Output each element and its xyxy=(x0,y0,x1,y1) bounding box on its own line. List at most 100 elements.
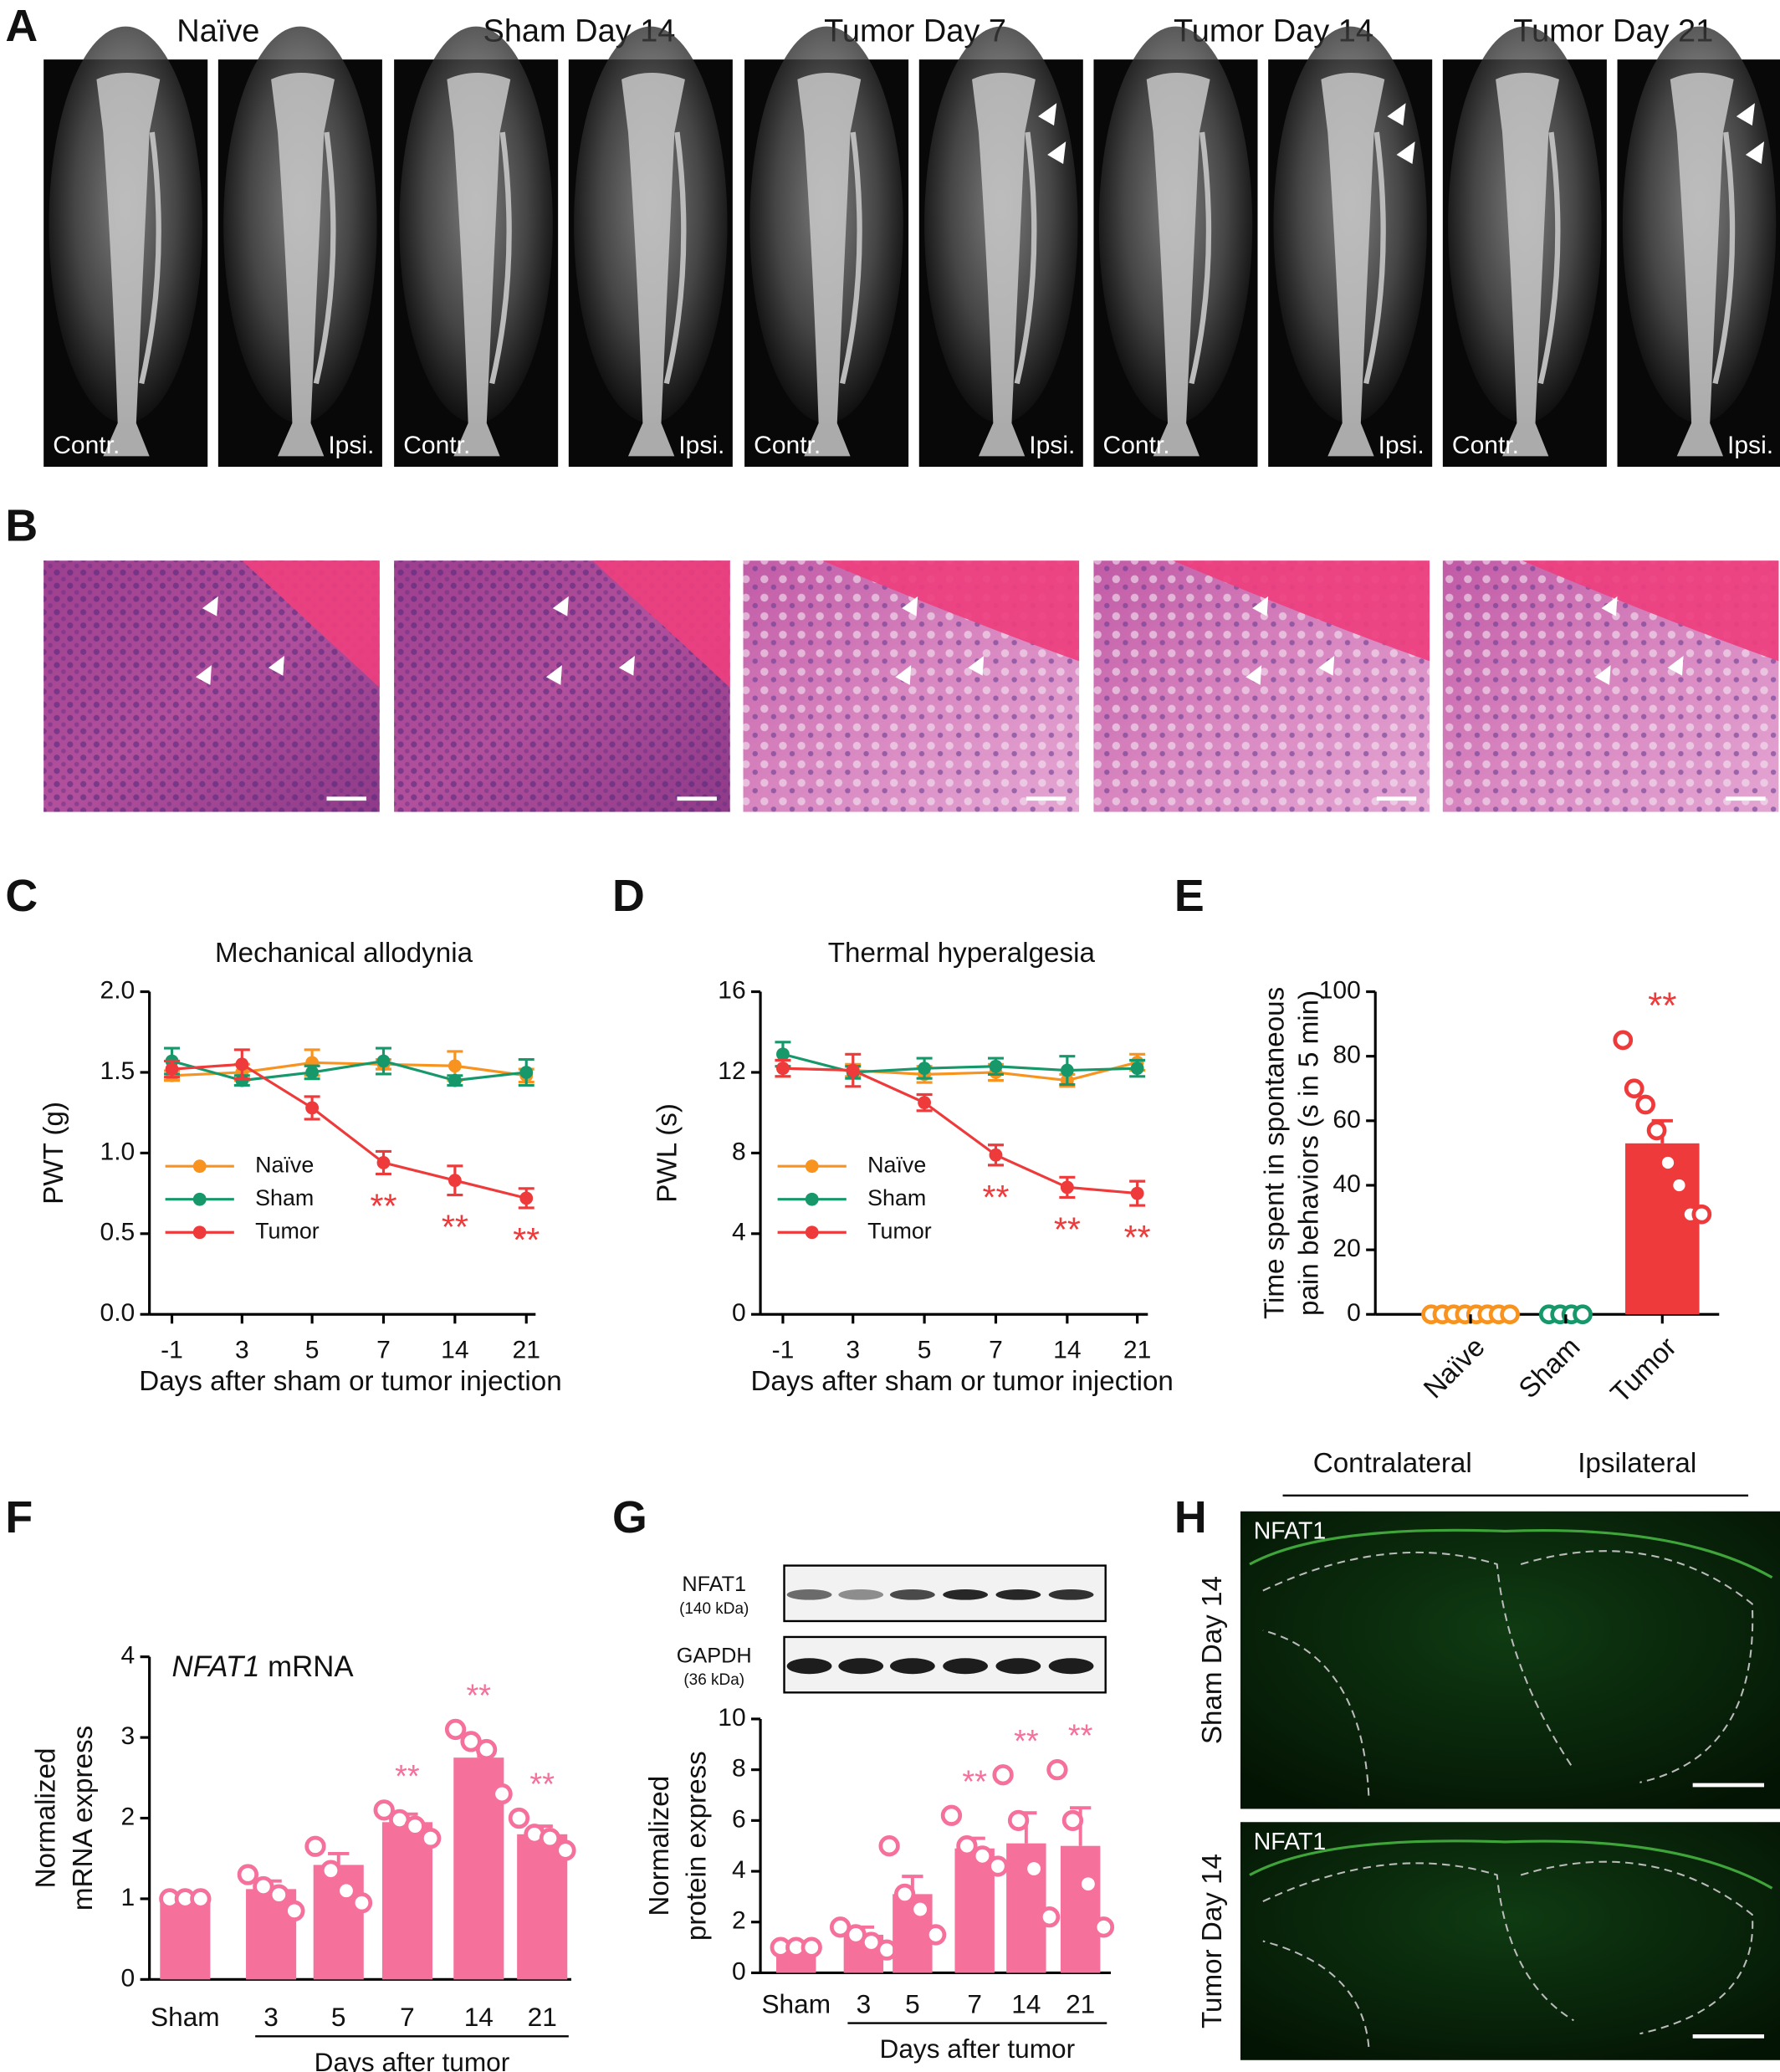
y-axis-label: Normalized xyxy=(31,1748,62,1889)
legend-marker xyxy=(805,1225,819,1240)
data-point xyxy=(190,1888,212,1910)
significance: ** xyxy=(1014,1724,1039,1759)
data-point xyxy=(350,1892,373,1914)
legend-marker xyxy=(192,1192,207,1206)
y-tick-label: 12 xyxy=(718,1057,745,1085)
side-label: Contr. xyxy=(53,432,120,459)
data-point xyxy=(1007,1809,1030,1831)
data-point xyxy=(992,1764,1014,1786)
data-point xyxy=(940,1804,963,1826)
marker xyxy=(448,1174,462,1188)
column-label: Contralateral xyxy=(1313,1448,1472,1479)
y-tick-label: 8 xyxy=(732,1755,746,1783)
data-point xyxy=(335,1880,357,1901)
x-tick-label: 7 xyxy=(989,1336,1003,1363)
data-point xyxy=(1691,1204,1712,1225)
y-tick-label: 0.0 xyxy=(100,1299,136,1327)
legend-marker xyxy=(192,1159,207,1174)
y-tick-label: 2 xyxy=(121,1803,136,1830)
legend-label: Sham xyxy=(255,1185,314,1210)
x-tick-label: 3 xyxy=(846,1336,860,1363)
y-tick-label: 20 xyxy=(1332,1235,1360,1262)
x-tick-label: 5 xyxy=(918,1336,932,1363)
blot-band xyxy=(1048,1589,1094,1600)
marker xyxy=(376,1054,391,1068)
arrowhead xyxy=(902,596,918,616)
panel-label: A xyxy=(5,1,38,51)
y-tick-label: 0 xyxy=(732,1299,746,1327)
fibula xyxy=(1014,131,1037,385)
legend-label: Tumor xyxy=(255,1218,320,1243)
x-axis-label: Days after sham or tumor injection xyxy=(750,1366,1173,1397)
data-point xyxy=(444,1718,467,1741)
blot-size: (36 kDa) xyxy=(683,1671,744,1689)
arrowhead xyxy=(545,665,562,685)
arrowhead xyxy=(895,665,912,685)
data-point xyxy=(284,1900,305,1922)
column-label: Ipsilateral xyxy=(1578,1448,1696,1479)
y-tick-label: 1 xyxy=(121,1884,136,1911)
tissue-edge xyxy=(1249,1839,1773,1890)
marker xyxy=(776,1047,790,1062)
data-point xyxy=(1038,1906,1061,1928)
data-point xyxy=(460,1731,482,1752)
stain-label: NFAT1 xyxy=(1254,1518,1326,1545)
blot-band xyxy=(838,1658,884,1675)
y-tick-label: 8 xyxy=(732,1138,746,1165)
x-tick-label: 5 xyxy=(905,1988,920,2018)
significance: ** xyxy=(513,1220,540,1259)
data-point xyxy=(1023,1858,1045,1880)
panel-label: H xyxy=(1174,1492,1207,1542)
fibula xyxy=(840,131,862,385)
fibula xyxy=(1537,131,1561,385)
x-axis-label: Days after tumor xyxy=(315,2047,510,2072)
title-gene: NFAT1 xyxy=(172,1651,260,1683)
significance: ** xyxy=(529,1768,555,1803)
x-tick-label: 3 xyxy=(235,1336,249,1363)
row-label: Sham Day 14 xyxy=(1197,1576,1228,1744)
blot-band xyxy=(1048,1658,1094,1675)
arrowhead xyxy=(195,665,212,685)
legend-label: Naïve xyxy=(867,1152,926,1177)
side-label: Contr. xyxy=(403,432,470,459)
y-tick-label: 3 xyxy=(121,1722,136,1750)
side-label: Ipsi. xyxy=(678,432,724,459)
data-point xyxy=(1077,1873,1099,1895)
arrowhead xyxy=(1387,103,1406,126)
bone-matrix xyxy=(1522,560,1779,662)
y-tick-label: 2.0 xyxy=(100,976,136,1004)
chart-title: Mechanical allodynia xyxy=(215,938,473,969)
y-tick-label: 10 xyxy=(718,1704,745,1732)
blot-band xyxy=(995,1658,1041,1675)
data-point xyxy=(555,1839,576,1861)
y-axis-label: Time spent in spontaneous xyxy=(1259,987,1290,1319)
x-tick-label: 3 xyxy=(263,2002,279,2032)
legend-label: Tumor xyxy=(867,1218,932,1243)
side-label: Contr. xyxy=(754,432,821,459)
stain-label: NFAT1 xyxy=(1254,1829,1326,1855)
arrowhead xyxy=(1601,596,1618,616)
title-rest: mRNA xyxy=(268,1651,354,1683)
data-point xyxy=(800,1936,822,1958)
arrowhead xyxy=(1252,596,1269,616)
fibula xyxy=(1189,131,1212,385)
blot-label: GAPDH xyxy=(677,1644,752,1667)
significance: ** xyxy=(1124,1218,1151,1256)
side-label: Ipsi. xyxy=(1029,432,1075,459)
legend-marker xyxy=(192,1225,207,1240)
fibula xyxy=(489,131,512,385)
data-point xyxy=(1061,1809,1084,1831)
series-line xyxy=(782,1061,1138,1082)
x-tick-label: 3 xyxy=(857,1988,872,2018)
data-point xyxy=(320,1860,342,1881)
x-tick-label: 7 xyxy=(967,1988,982,2018)
marker xyxy=(1060,1063,1074,1077)
marker xyxy=(448,1059,462,1073)
arrowhead xyxy=(1245,665,1262,685)
data-point xyxy=(893,1883,916,1906)
significance: ** xyxy=(962,1764,987,1799)
panel-label: G xyxy=(612,1492,647,1542)
fibula xyxy=(139,131,161,385)
fluorescence-image xyxy=(1240,1511,1780,1809)
